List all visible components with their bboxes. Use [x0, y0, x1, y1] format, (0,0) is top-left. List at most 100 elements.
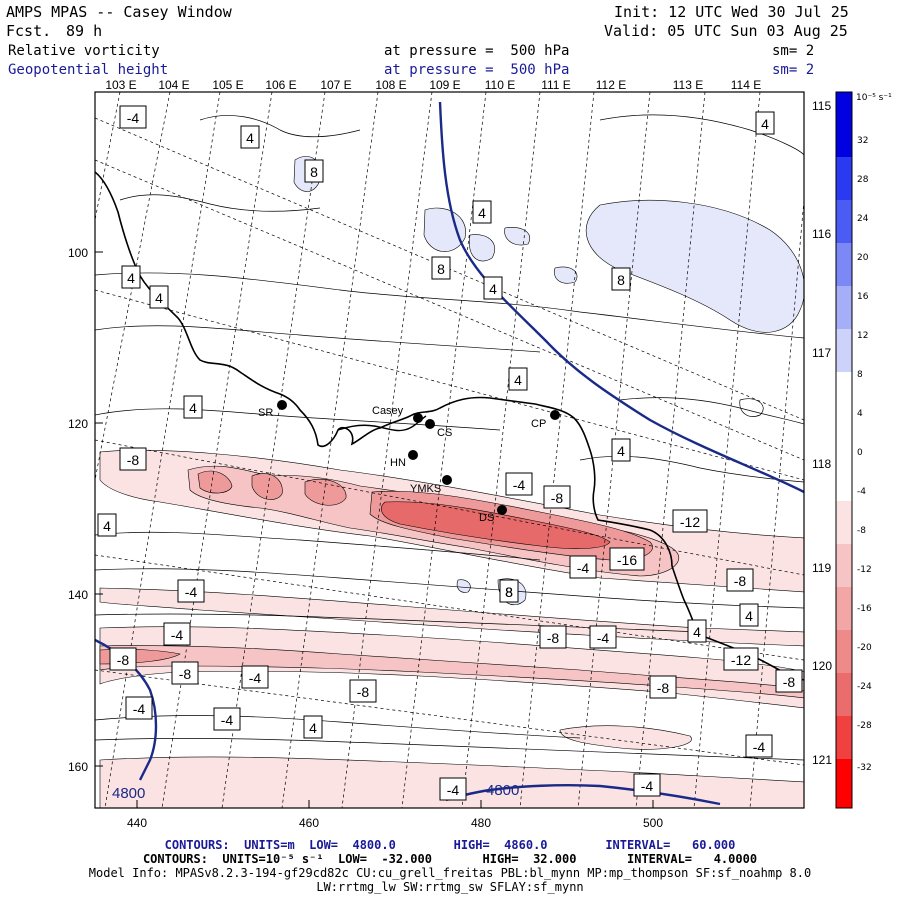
coastline [95, 171, 804, 681]
svg-text:4: 4 [617, 443, 625, 459]
contour-label: -8 [171, 661, 199, 685]
field1-level: at pressure = 500 hPa [384, 43, 570, 59]
colorbar-label: -20 [857, 643, 872, 653]
svg-text:8: 8 [505, 584, 513, 600]
contour-label: 4 [121, 265, 141, 289]
longitude-top-labels: 103 E 104 E 105 E 106 E 107 E 108 E 109 … [105, 78, 761, 92]
station-cs: CS [425, 419, 452, 439]
svg-text:-4: -4 [577, 560, 590, 576]
station-ymks: YMKS [410, 475, 452, 495]
colorbar-label: 12 [857, 331, 868, 341]
station-cp: CP [531, 410, 560, 430]
colorbar-swatches [836, 92, 852, 808]
contour-label: -4 [119, 105, 147, 129]
svg-text:-4: -4 [133, 701, 146, 717]
y-tick-label: 140 [68, 588, 88, 602]
svg-text:4: 4 [155, 290, 163, 306]
vorticity-contour-info: CONTOURS: UNITS=10⁻⁵ s⁻¹ LOW= -32.000 HI… [142, 852, 758, 866]
colorbar-labels: 32 28 24 20 16 12 8 4 0 -4 -8 -12 -16 -2… [857, 136, 872, 773]
colorbar-label: -24 [857, 682, 872, 692]
svg-text:-4: -4 [171, 627, 184, 643]
svg-text:-8: -8 [357, 684, 370, 700]
contour-label: 4 [303, 715, 323, 739]
field1-smoothing: sm= 2 [772, 43, 815, 59]
svg-text:4: 4 [127, 270, 135, 286]
svg-text:-4: -4 [597, 630, 610, 646]
lon-label: 108 E [375, 78, 406, 92]
contour-label: -4 [589, 625, 617, 649]
svg-text:YMKS: YMKS [410, 483, 441, 495]
svg-text:CS: CS [437, 427, 452, 439]
svg-text:4: 4 [514, 372, 522, 388]
svg-text:4: 4 [761, 116, 769, 132]
contour-label: 8 [431, 256, 451, 280]
contour-label: -12 [672, 509, 708, 533]
svg-text:8: 8 [617, 272, 625, 288]
svg-text:-8: -8 [783, 674, 796, 690]
colorbar-label: -16 [857, 604, 872, 614]
lon-label: 112 E [596, 78, 626, 92]
lon-label: 105 E [212, 78, 243, 92]
contour-label: -4 [177, 579, 205, 603]
forecast-label: Fcst. [6, 22, 52, 40]
x-tick-label: 440 [127, 816, 147, 830]
svg-text:4: 4 [189, 400, 197, 416]
colorbar-label: -28 [857, 721, 872, 731]
forecast-hour: 89 h [66, 22, 103, 40]
svg-text:4: 4 [478, 205, 486, 221]
y-tick-label: 100 [68, 246, 88, 260]
colorbar-label: 0 [857, 448, 863, 458]
svg-text:-4: -4 [185, 584, 198, 600]
contour-label: -8 [119, 447, 147, 471]
svg-text:-4: -4 [249, 670, 262, 686]
lon-label: 119 E [812, 561, 842, 575]
contour-label: -8 [726, 568, 754, 592]
stations: SR Casey CS CP HN YMKS DS [258, 400, 560, 524]
svg-text:-4: -4 [753, 739, 766, 755]
contour-label: -4 [569, 555, 597, 579]
svg-text:8: 8 [505, 584, 513, 600]
contour-label: -4 [745, 734, 773, 758]
contour-label: 8 [505, 584, 513, 600]
height-label: 4800 [486, 782, 519, 799]
coastline-inner [337, 415, 427, 432]
lon-label: 113 E [673, 78, 703, 92]
lon-label: 118 E [812, 457, 842, 471]
colorbar-label: -8 [857, 526, 866, 536]
lon-label: 103 E [105, 78, 136, 92]
positive-vorticity-fill [293, 156, 804, 605]
contour-labels: -4 4 4 8 8 4 4 8 8 4 4 4 4 4 4 -8 -4 -8 … [97, 105, 803, 801]
svg-text:4: 4 [489, 281, 497, 297]
colorbar-label: 8 [857, 370, 863, 380]
y-tick-label: 120 [68, 417, 88, 431]
svg-text:-8: -8 [734, 573, 747, 589]
colorbar-label: -12 [857, 565, 872, 575]
init-time: Init: 12 UTC Wed 30 Jul 25 [614, 3, 849, 21]
colorbar-label: 20 [857, 253, 869, 263]
lon-label: 106 E [265, 78, 296, 92]
axis-ticks [95, 251, 654, 808]
svg-text:SR: SR [258, 407, 273, 419]
svg-text:DS: DS [479, 512, 494, 524]
field2-level: at pressure = 500 hPa [384, 62, 570, 78]
contour-label: 8 [611, 267, 631, 291]
field2-name: Geopotential height [8, 62, 169, 78]
lon-label: 114 E [731, 78, 761, 92]
svg-text:8: 8 [310, 164, 318, 180]
station-hn: HN [390, 450, 418, 469]
plot-frame [94, 91, 805, 809]
contour-label: -8 [109, 647, 137, 671]
lon-label: 115 E [812, 99, 842, 113]
svg-text:-16: -16 [617, 552, 637, 568]
map-field: -4 4 4 8 8 4 4 8 8 4 4 4 4 4 4 -8 -4 -8 … [95, 92, 804, 808]
contour-label: 4 [739, 603, 759, 627]
colorbar: 10⁻⁵ s⁻¹ 32 28 24 20 16 12 8 4 0 -4 -8 -… [835, 91, 892, 809]
contour-label: -4 [125, 696, 153, 720]
height-contour-info: CONTOURS: UNITS=m LOW= 4800.0 HIGH= 4860… [164, 838, 736, 852]
contour-label: 4 [97, 513, 117, 537]
svg-text:-8: -8 [547, 630, 560, 646]
model-info: Model Info: MPASv8.2.3-194-gf29cd82c CU:… [88, 866, 812, 880]
lon-label: 111 E [541, 78, 571, 92]
station-ds: DS [479, 505, 507, 524]
contour-label: 4 [611, 438, 631, 462]
